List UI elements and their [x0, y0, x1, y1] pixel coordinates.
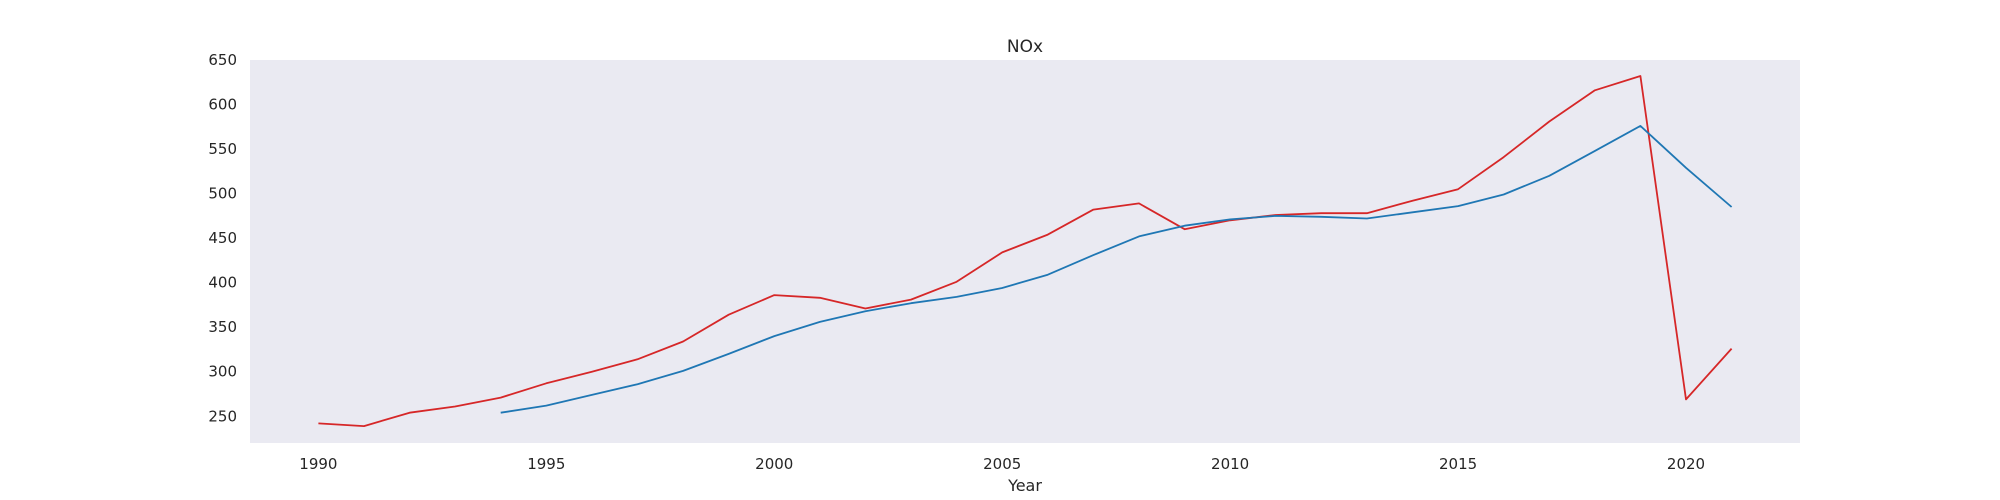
y-tick-label: 300	[208, 363, 237, 381]
series-lines	[318, 75, 1733, 428]
series-line-2	[500, 125, 1733, 414]
x-tick-label: 1990	[299, 455, 337, 473]
chart-title: NOx	[1007, 37, 1043, 57]
x-tick-label: 2005	[983, 455, 1021, 473]
y-tick-label: 550	[208, 140, 237, 158]
x-axis-ticks: 1990 1995 2000 2005 2010 2015 2020	[299, 455, 1705, 473]
y-tick-label: 450	[208, 229, 237, 247]
plot-area	[250, 60, 1800, 443]
y-tick-label: 250	[208, 407, 237, 425]
x-tick-label: 2020	[1667, 455, 1705, 473]
y-tick-label: 400	[208, 274, 237, 292]
x-tick-label: 2010	[1211, 455, 1249, 473]
x-tick-label: 2015	[1439, 455, 1477, 473]
y-tick-label: 650	[208, 51, 237, 69]
x-tick-label: 1995	[527, 455, 565, 473]
y-axis-ticks: 250 300 350 400 450 500 550 600 650	[208, 51, 237, 425]
y-tick-label: 600	[208, 96, 237, 114]
series-line-1	[318, 75, 1733, 428]
x-tick-label: 2000	[755, 455, 793, 473]
y-tick-label: 350	[208, 318, 237, 336]
x-axis-label: Year	[1007, 476, 1042, 495]
y-tick-label: 500	[208, 185, 237, 203]
